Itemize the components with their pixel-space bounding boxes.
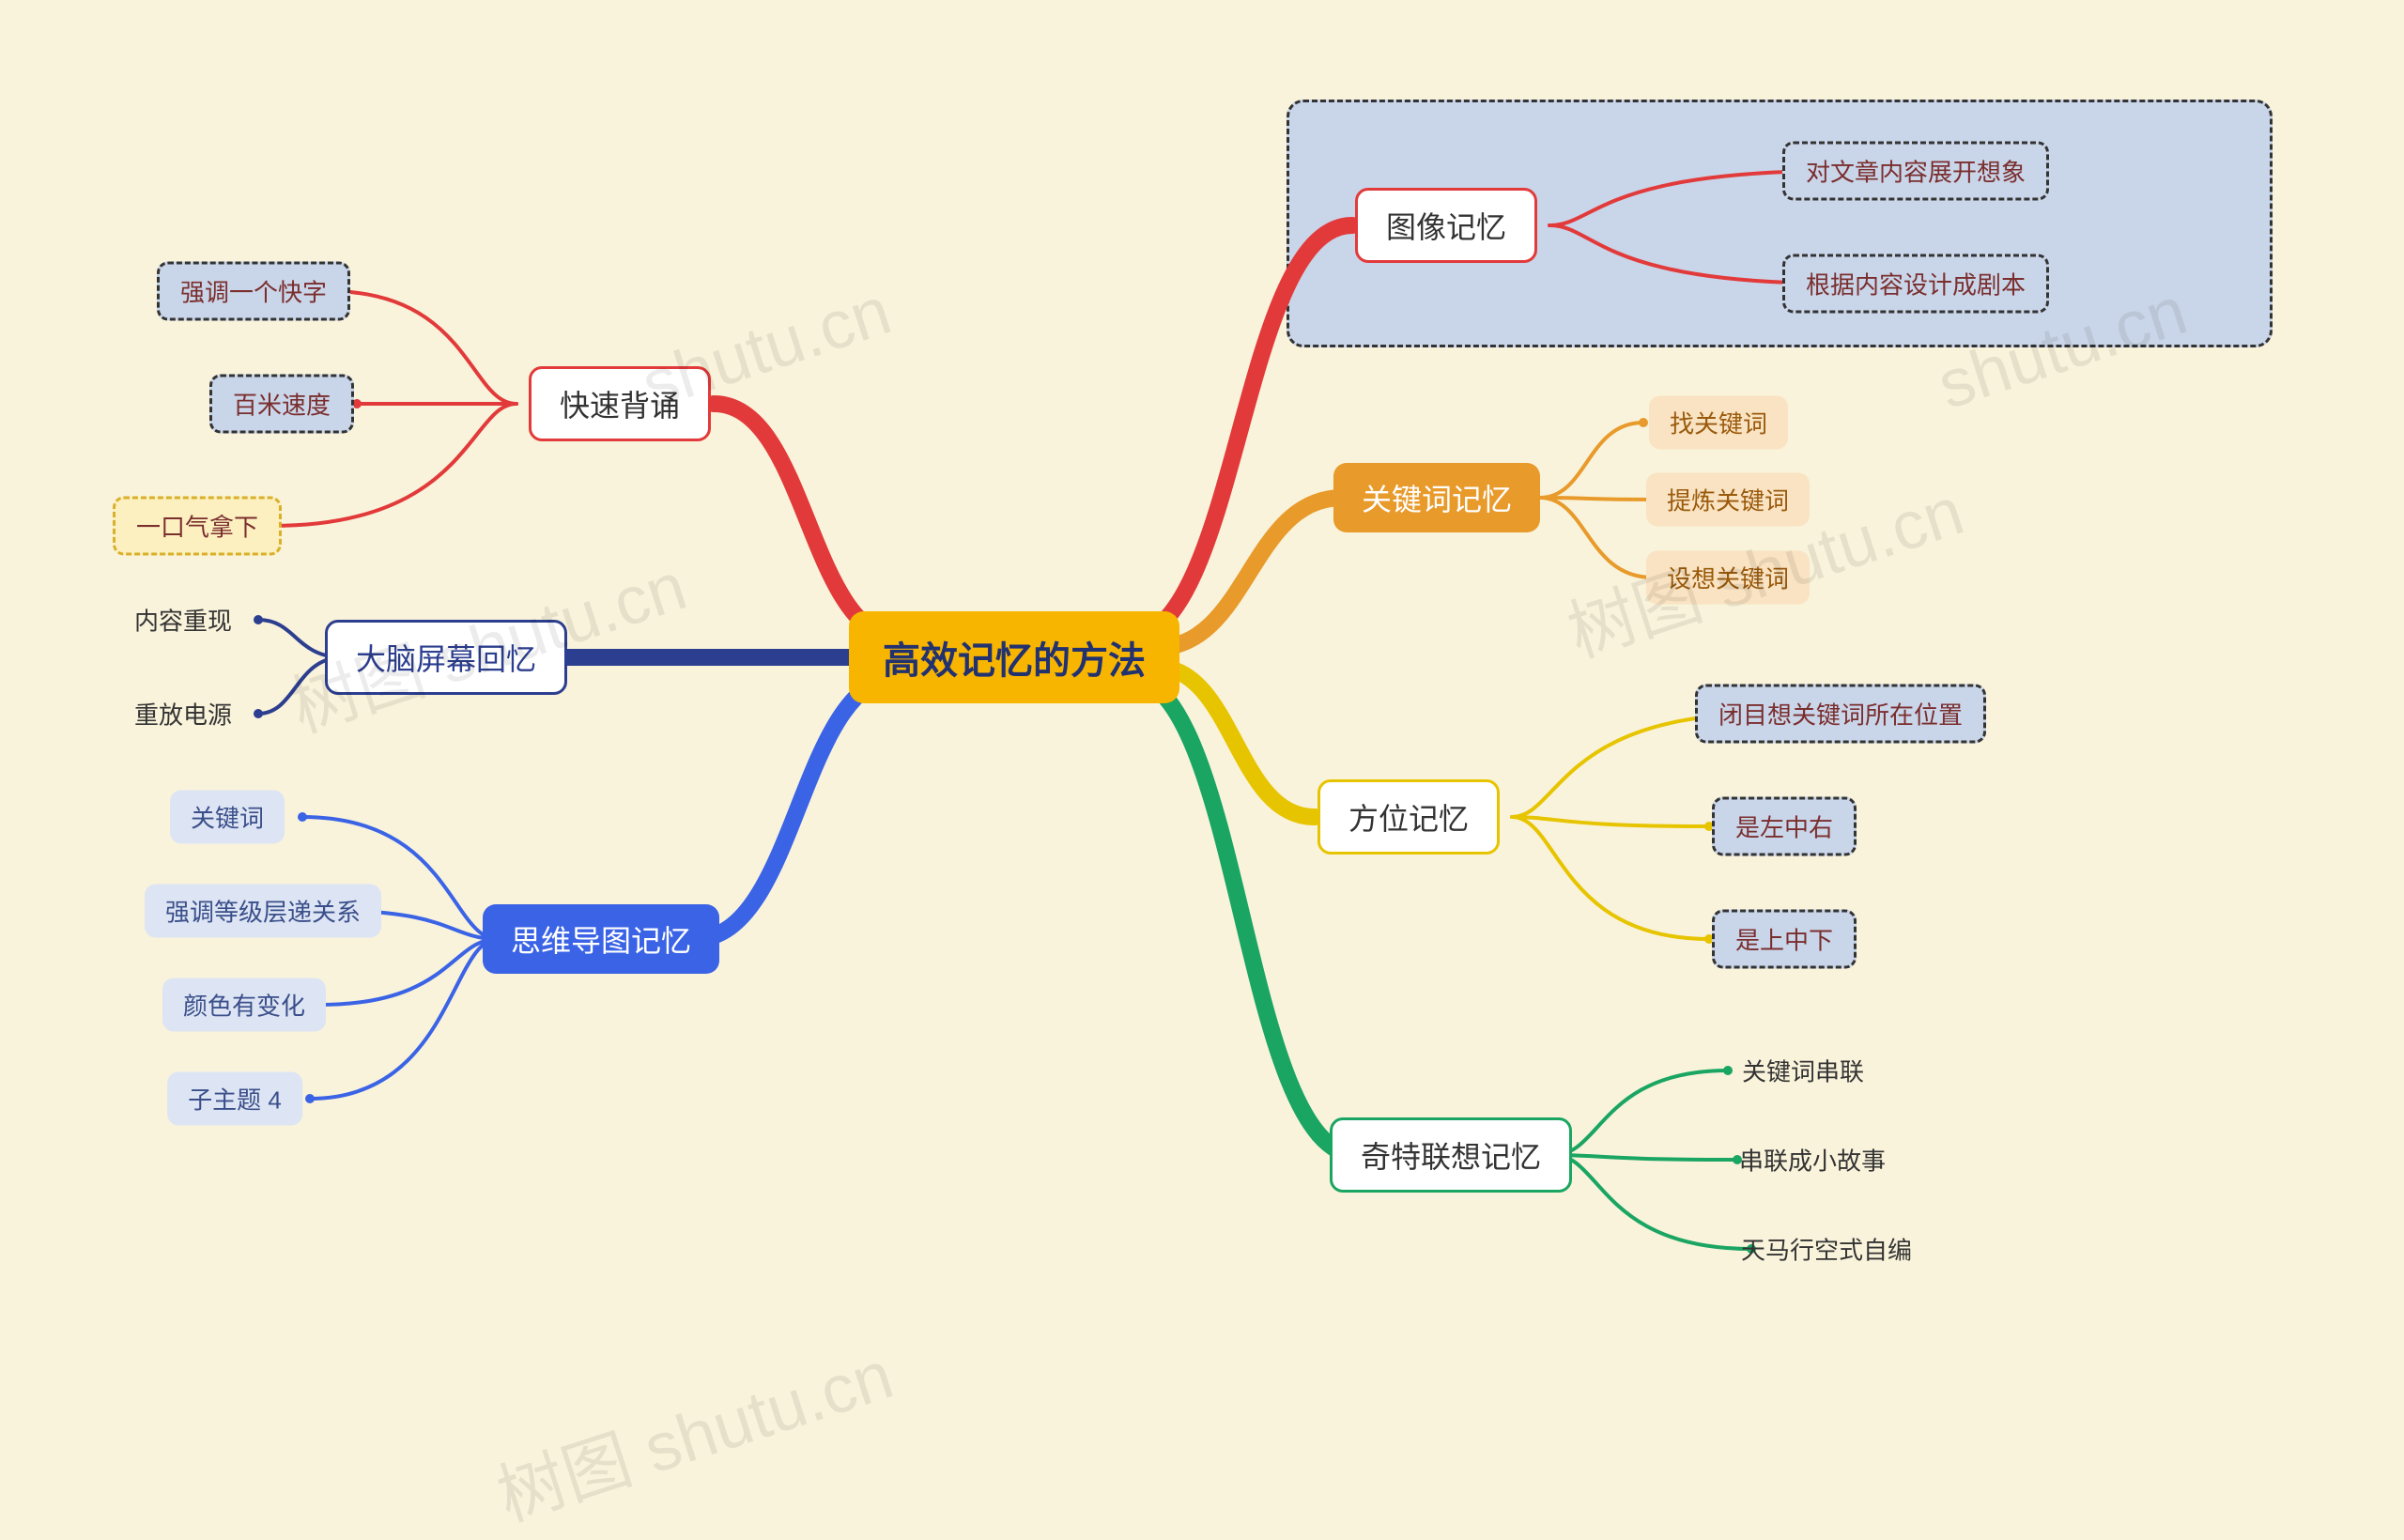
leaf-keyword-1[interactable]: 提炼关键词 — [1646, 473, 1810, 527]
leaf-fast-1[interactable]: 百米速度 — [209, 375, 354, 434]
leaf-fast-0[interactable]: 强调一个快字 — [157, 262, 350, 321]
branch-brain[interactable]: 大脑屏幕回忆 — [325, 620, 567, 695]
leaf-assoc-2[interactable]: 天马行空式自编 — [1720, 1223, 1933, 1276]
mindmap-canvas: 高效记忆的方法 快速背诵 强调一个快字百米速度一口气拿下大脑屏幕回忆 内容重现重放电… — [0, 0, 2404, 1479]
leaf-brain-1[interactable]: 重放电源 — [114, 687, 253, 741]
leaf-keyword-0[interactable]: 找关键词 — [1649, 396, 1788, 450]
leaf-image-1[interactable]: 根据内容设计成剧本 — [1782, 254, 2049, 314]
branch-location[interactable]: 方位记忆 — [1318, 779, 1500, 855]
leaf-assoc-1[interactable]: 串联成小故事 — [1718, 1133, 1906, 1187]
leaf-keyword-2[interactable]: 设想关键词 — [1646, 551, 1810, 605]
branch-keyword[interactable]: 关键词记忆 — [1333, 463, 1540, 532]
leaf-location-0[interactable]: 闭目想关键词所在位置 — [1695, 685, 1986, 744]
leaf-mindmap-3[interactable]: 子主题 4 — [167, 1072, 302, 1126]
leaf-mindmap-0[interactable]: 关键词 — [170, 791, 285, 844]
leaf-brain-0[interactable]: 内容重现 — [114, 593, 253, 647]
leaf-fast-2[interactable]: 一口气拿下 — [113, 497, 282, 556]
leaf-image-0[interactable]: 对文章内容展开想象 — [1782, 142, 2049, 201]
branch-mindmap[interactable]: 思维导图记忆 — [483, 904, 719, 974]
leaf-mindmap-1[interactable]: 强调等级层递关系 — [145, 885, 381, 938]
branch-fast[interactable]: 快速背诵 — [529, 366, 711, 441]
branch-assoc[interactable]: 奇特联想记忆 — [1330, 1117, 1572, 1193]
leaf-location-2[interactable]: 是上中下 — [1712, 910, 1857, 969]
leaf-mindmap-2[interactable]: 颜色有变化 — [162, 978, 326, 1032]
root-node[interactable]: 高效记忆的方法 — [849, 611, 1179, 703]
leaf-assoc-0[interactable]: 关键词串联 — [1721, 1044, 1885, 1098]
branch-image[interactable]: 图像记忆 — [1355, 188, 1537, 263]
watermark: 树图 shutu.cn — [483, 1319, 902, 1540]
leaf-location-1[interactable]: 是左中右 — [1712, 797, 1857, 856]
